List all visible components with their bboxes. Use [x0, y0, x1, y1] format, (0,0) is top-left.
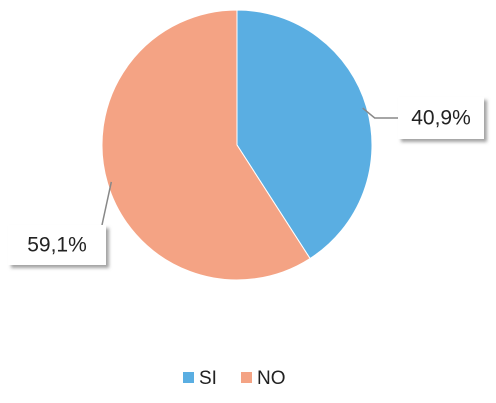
data-label: 59,1%	[27, 234, 87, 257]
leader-line	[362, 107, 398, 119]
legend-label: SI	[199, 368, 217, 389]
data-label: 40,9%	[411, 107, 471, 130]
legend-swatch	[183, 372, 194, 383]
pie-slice	[101, 9, 311, 281]
label-box	[8, 225, 106, 265]
legend-swatch	[241, 372, 252, 383]
legend-label: NO	[257, 368, 286, 389]
pie-slice	[236, 9, 373, 260]
leader-line	[101, 181, 113, 226]
label-box	[398, 97, 484, 139]
